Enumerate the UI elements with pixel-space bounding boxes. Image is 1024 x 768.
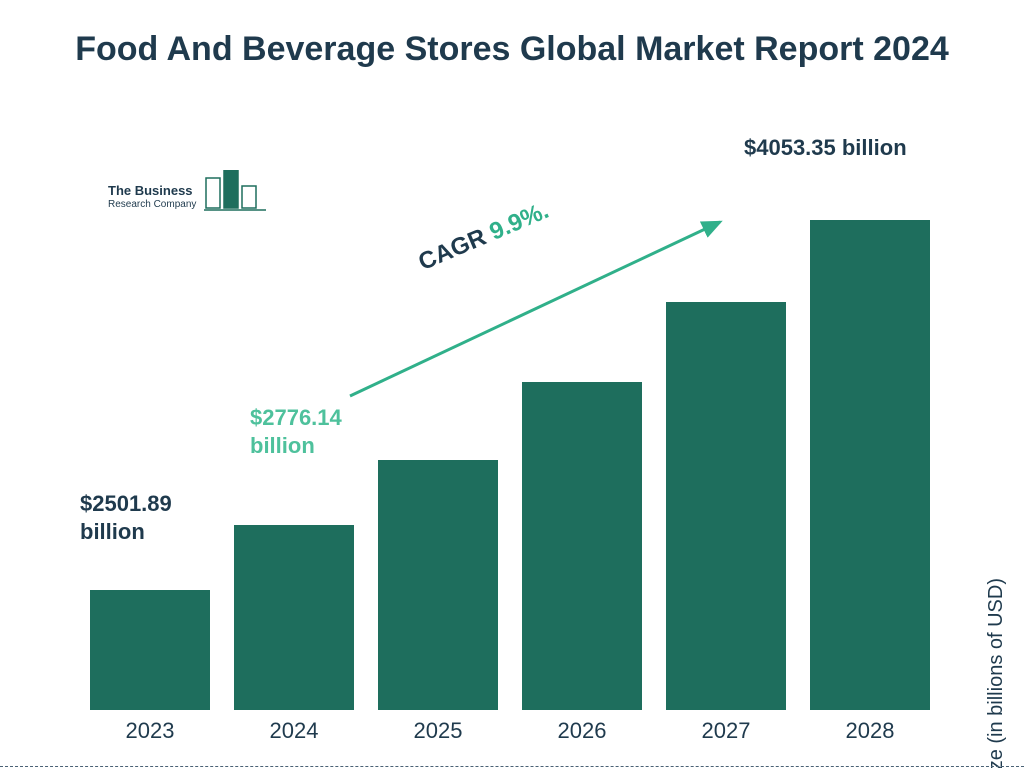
bar-slot: 2026 (522, 382, 642, 710)
chart-container: Food And Beverage Stores Global Market R… (0, 0, 1024, 768)
y-axis-label: Market Size (in billions of USD) (985, 578, 1008, 768)
x-tick-label: 2023 (90, 718, 210, 744)
bar (378, 460, 498, 710)
x-tick-label: 2028 (810, 718, 930, 744)
bar-slot: 2028 (810, 220, 930, 710)
value-label: $2776.14billion (250, 404, 342, 459)
bar-slot: 2024 (234, 525, 354, 710)
chart-title: Food And Beverage Stores Global Market R… (0, 28, 1024, 71)
value-label: $4053.35 billion (744, 134, 907, 162)
bar-slot: 2027 (666, 302, 786, 710)
bar-slot: 2023 (90, 590, 210, 710)
x-tick-label: 2024 (234, 718, 354, 744)
bar (810, 220, 930, 710)
bar (522, 382, 642, 710)
baseline (0, 766, 1024, 767)
bar-slot: 2025 (378, 460, 498, 710)
x-tick-label: 2026 (522, 718, 642, 744)
x-tick-label: 2027 (666, 718, 786, 744)
bar (90, 590, 210, 710)
x-tick-label: 2025 (378, 718, 498, 744)
bar (666, 302, 786, 710)
bar (234, 525, 354, 710)
value-label: $2501.89billion (80, 490, 172, 545)
